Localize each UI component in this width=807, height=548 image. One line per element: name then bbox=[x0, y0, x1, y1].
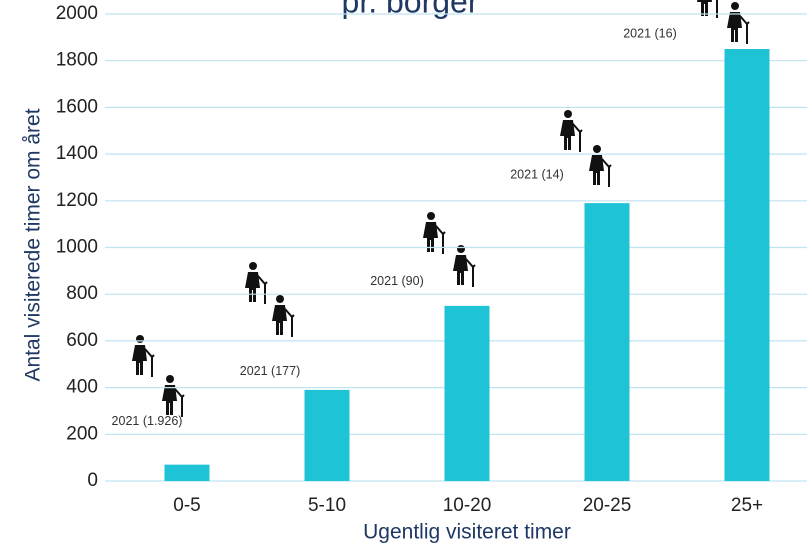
y-tick-label: 1600 bbox=[56, 96, 98, 117]
icon-body bbox=[560, 120, 575, 150]
icon-body bbox=[245, 272, 260, 302]
icon-body bbox=[132, 345, 147, 375]
person-icon bbox=[560, 110, 583, 152]
icon-cane bbox=[572, 123, 583, 152]
x-axis-title: Ugentlig visiteret timer bbox=[363, 521, 571, 544]
bar bbox=[724, 49, 770, 482]
icon-head bbox=[276, 295, 284, 303]
icon-cane bbox=[465, 258, 476, 287]
annotation: 2021 (177) bbox=[240, 364, 300, 378]
annotation: 2021 (16) bbox=[623, 26, 677, 40]
y-tick-label: 600 bbox=[66, 330, 98, 351]
icon-head bbox=[136, 335, 144, 343]
icon-body bbox=[423, 222, 438, 252]
icon-body bbox=[272, 305, 287, 335]
x-tick-label: 5-10 bbox=[308, 495, 346, 516]
icon-body bbox=[162, 385, 177, 415]
icon-body bbox=[589, 155, 604, 185]
bar bbox=[584, 203, 630, 481]
bar bbox=[444, 305, 490, 481]
annotation: 2021 (90) bbox=[370, 274, 424, 288]
icon-body bbox=[727, 12, 742, 42]
icon-head bbox=[564, 110, 572, 118]
x-tick-label: 25+ bbox=[731, 495, 763, 516]
person-icon bbox=[453, 245, 476, 287]
person-icon bbox=[162, 375, 185, 417]
icon-head bbox=[457, 245, 465, 253]
y-tick-label: 1000 bbox=[56, 237, 98, 258]
y-tick-label: 0 bbox=[87, 470, 98, 491]
y-tick-label: 2000 bbox=[56, 3, 98, 24]
y-tick-label: 1200 bbox=[56, 190, 98, 211]
icon-cane bbox=[739, 15, 750, 44]
chart-title: pr. borger bbox=[342, 0, 479, 19]
icon-head bbox=[593, 145, 601, 153]
icon-cane bbox=[174, 388, 185, 417]
icon-cane bbox=[284, 308, 295, 337]
bar bbox=[164, 464, 210, 481]
x-tick-label: 10-20 bbox=[443, 495, 492, 516]
y-tick-label: 800 bbox=[66, 283, 98, 304]
y-tick-label: 1800 bbox=[56, 50, 98, 71]
icon-body bbox=[453, 255, 468, 285]
person-icon bbox=[697, 0, 718, 18]
x-tick-label: 0-5 bbox=[173, 495, 200, 516]
icon-head bbox=[249, 262, 257, 270]
icon-head bbox=[166, 375, 174, 383]
icon-cane bbox=[257, 275, 268, 304]
icon-cane bbox=[601, 158, 612, 187]
annotation: 2021 (14) bbox=[510, 167, 564, 181]
icon-head bbox=[731, 2, 739, 10]
x-tick-label: 20-25 bbox=[583, 495, 632, 516]
person-icon bbox=[272, 295, 295, 337]
icon-body bbox=[697, 0, 712, 16]
icon-cane bbox=[144, 348, 155, 377]
annotation: 2021 (1.926) bbox=[112, 414, 183, 428]
y-tick-label: 400 bbox=[66, 377, 98, 398]
person-icon bbox=[245, 262, 268, 304]
icon-head bbox=[427, 212, 435, 220]
bar bbox=[304, 389, 350, 481]
person-icon bbox=[589, 145, 612, 187]
icon-cane bbox=[435, 225, 446, 254]
y-axis-title: Antal visiterede timer om året bbox=[22, 108, 45, 381]
icons bbox=[132, 0, 750, 417]
icon-cane bbox=[716, 0, 718, 18]
y-tick-label: 1400 bbox=[56, 143, 98, 164]
y-tick-label: 200 bbox=[66, 423, 98, 444]
person-icon bbox=[727, 2, 750, 44]
